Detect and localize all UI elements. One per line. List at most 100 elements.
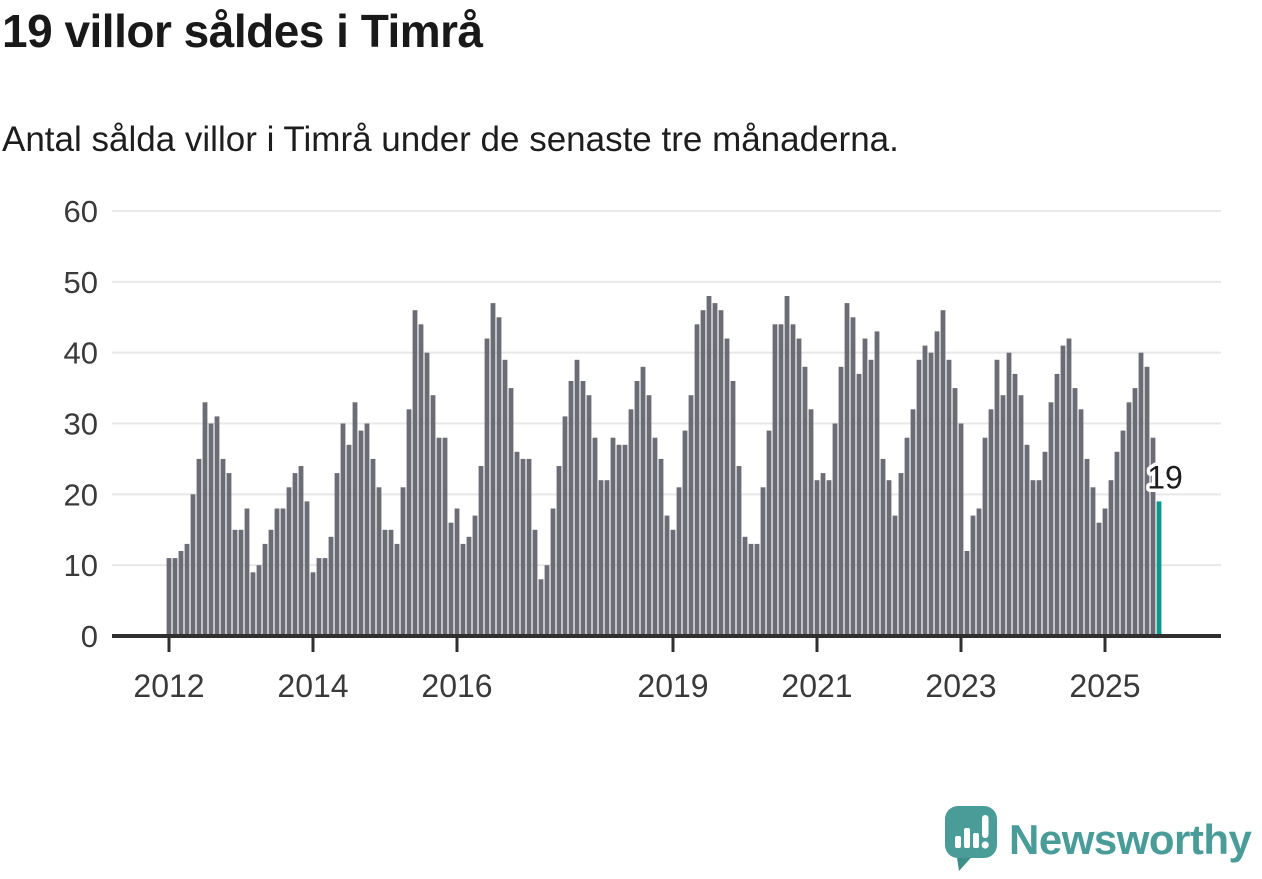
logo-exclamation-bar: [982, 815, 989, 838]
bar: [448, 522, 454, 636]
y-tick-label: 0: [81, 619, 98, 654]
y-tick-label: 50: [64, 265, 98, 300]
bar: [208, 423, 214, 636]
bar: [286, 487, 292, 637]
bar: [316, 558, 322, 636]
bar: [970, 515, 976, 636]
bar: [322, 558, 328, 636]
bar: [328, 536, 334, 636]
bar: [466, 536, 472, 636]
bar: [364, 423, 370, 636]
bar: [658, 458, 664, 636]
bar: [850, 317, 856, 637]
bar: [958, 423, 964, 636]
bar: [310, 572, 316, 637]
bar: [1006, 352, 1012, 636]
bar: [574, 359, 580, 637]
x-tick-label: 2014: [277, 668, 348, 704]
bar: [760, 487, 766, 637]
bar: [754, 543, 760, 636]
bar: [736, 466, 742, 636]
bar: [664, 515, 670, 636]
newsworthy-logo-icon: [945, 806, 997, 871]
bar: [652, 437, 658, 636]
logo-mini-bar-3: [973, 833, 979, 848]
bar: [400, 487, 406, 637]
bar: [616, 444, 622, 637]
y-tick-label: 60: [64, 194, 98, 229]
bar: [1018, 395, 1024, 636]
bar: [718, 310, 724, 636]
bar: [514, 451, 520, 636]
y-axis-labels: 0 10 20 30 40 50 60: [64, 194, 98, 654]
bar: [274, 508, 280, 636]
bar: [334, 473, 340, 636]
bar: [250, 572, 256, 637]
bar: [964, 551, 970, 636]
bar: [586, 395, 592, 636]
bar: [826, 480, 832, 636]
bar: [916, 359, 922, 637]
bar: [814, 480, 820, 636]
bar: [796, 338, 802, 636]
bar: [1012, 373, 1018, 636]
bar: [952, 388, 958, 636]
bar: [682, 430, 688, 636]
chart-subtitle: Antal sålda villor i Timrå under de sena…: [2, 120, 899, 159]
bar: [604, 480, 610, 636]
y-tick-label: 30: [64, 407, 98, 442]
bar: [694, 324, 700, 636]
bar: [670, 529, 676, 637]
bar: [820, 473, 826, 636]
bar: [946, 359, 952, 637]
bar: [292, 473, 298, 636]
bar: [772, 324, 778, 636]
bar: [790, 324, 796, 636]
bar: [1078, 409, 1084, 636]
bar: [550, 508, 556, 636]
bar: [1126, 402, 1132, 637]
bar: [256, 565, 262, 636]
x-tick-label: 2012: [133, 668, 204, 704]
bar: [382, 529, 388, 637]
bar: [1090, 487, 1096, 637]
bar: [532, 529, 538, 637]
bar: [1096, 522, 1102, 636]
bar: [520, 458, 526, 636]
bar: [904, 437, 910, 636]
x-tick-label: 2019: [637, 668, 708, 704]
bar: [988, 409, 994, 636]
bar: [484, 338, 490, 636]
bar: [832, 423, 838, 636]
x-tick-label: 2016: [421, 668, 492, 704]
bar: [1084, 458, 1090, 636]
bar: [538, 579, 544, 636]
bar: [1066, 338, 1072, 636]
bar: [226, 473, 232, 636]
bar: [892, 515, 898, 636]
bar: [880, 458, 886, 636]
bar: [178, 551, 184, 636]
bar: [370, 458, 376, 636]
bar: [1120, 430, 1126, 636]
bar: [1036, 480, 1042, 636]
bar: [406, 409, 412, 636]
bar: [688, 395, 694, 636]
bar: [172, 558, 178, 636]
bar: [778, 324, 784, 636]
bar: [388, 529, 394, 637]
bar: [490, 303, 496, 636]
bar: [358, 430, 364, 636]
bar: [712, 303, 718, 636]
bar: [844, 303, 850, 636]
bar: [496, 317, 502, 637]
bar: [1102, 508, 1108, 636]
bar: [478, 466, 484, 636]
x-axis-line: [112, 634, 1221, 638]
bar: [640, 366, 646, 636]
bar: [424, 352, 430, 636]
bar: [1138, 352, 1144, 636]
bar: [646, 395, 652, 636]
newsworthy-logo: Newsworthy: [944, 804, 1252, 876]
bar: [304, 501, 310, 636]
